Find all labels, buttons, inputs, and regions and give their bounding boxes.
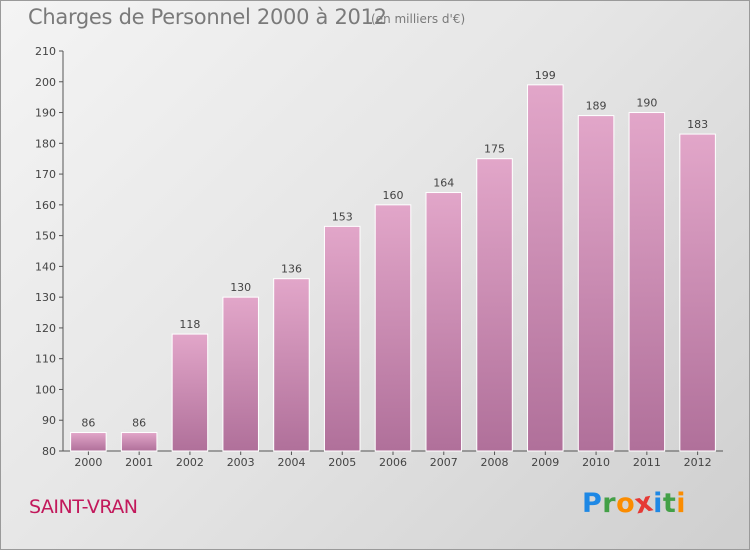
x-axis: 2000 2001 2002 2003 2004 2005 2006 2007 2008 2009… <box>63 450 723 469</box>
x-tick-label-2005: 2005 <box>328 456 356 469</box>
y-tick-label: 190 <box>35 107 56 120</box>
x-tick-label-2006: 2006 <box>379 456 407 469</box>
bar-2008 <box>476 158 513 452</box>
logo-letter: P <box>582 488 603 519</box>
y-tick-label: 170 <box>35 168 56 181</box>
y-tick-label: 80 <box>42 445 56 458</box>
data-label-2010: 189 <box>586 100 607 113</box>
data-label-2006: 160 <box>383 189 404 202</box>
data-label-2005: 153 <box>332 210 353 223</box>
y-tick-label: 110 <box>35 353 56 366</box>
x-tick-label-2009: 2009 <box>531 456 559 469</box>
y-tick-label: 180 <box>35 137 56 150</box>
bar-2004 <box>273 278 310 452</box>
x-tick-label-2010: 2010 <box>582 456 610 469</box>
x-tick-label-2002: 2002 <box>176 456 204 469</box>
y-tick-label: 100 <box>35 383 56 396</box>
bar-2012 <box>679 133 716 452</box>
bar-2000 <box>70 432 107 452</box>
data-label-2003: 130 <box>230 281 251 294</box>
x-tick-label-2003: 2003 <box>227 456 255 469</box>
bar-2009 <box>527 84 564 452</box>
y-tick-label: 140 <box>35 260 56 273</box>
bar-2011 <box>628 112 666 452</box>
data-label-2011: 190 <box>636 97 657 110</box>
proxiti-logo: Proxiti <box>582 486 687 520</box>
logo-letter: o <box>616 488 636 519</box>
logo-letter: t <box>662 488 677 519</box>
bar-2002 <box>171 333 209 452</box>
data-label-2007: 164 <box>433 177 454 190</box>
y-tick-label: 200 <box>35 76 56 89</box>
logo-letter: i <box>676 488 687 519</box>
chart-title: Charges de Personnel 2000 à 2012 <box>28 5 387 29</box>
x-tick-label-2007: 2007 <box>430 456 458 469</box>
bar-2006 <box>374 204 412 452</box>
data-label-2009: 199 <box>535 69 556 82</box>
y-tick-label: 120 <box>35 322 56 335</box>
y-tick-label: 210 <box>35 45 56 58</box>
bar-2010 <box>577 115 615 452</box>
y-tick-label: 90 <box>42 414 56 427</box>
data-label-2008: 175 <box>484 143 505 156</box>
data-label-2002: 118 <box>179 318 200 331</box>
x-tick-label-2000: 2000 <box>74 456 102 469</box>
bar-2001 <box>120 432 158 452</box>
logo-letter: i <box>653 488 663 519</box>
bar-2007 <box>425 192 463 452</box>
data-label-2004: 136 <box>281 263 302 276</box>
y-tick-label: 160 <box>35 199 56 212</box>
logo-letter: r <box>602 488 617 519</box>
data-label-2000: 86 <box>81 417 95 430</box>
chart-subtitle: (en milliers d'€) <box>371 12 466 26</box>
bar-2005 <box>323 225 361 452</box>
y-tick-label: 130 <box>35 291 56 304</box>
data-label-2012: 183 <box>687 118 708 131</box>
x-tick-label-2008: 2008 <box>481 456 509 469</box>
x-tick-label-2011: 2011 <box>633 456 661 469</box>
data-label-2001: 86 <box>132 417 146 430</box>
x-tick-label-2004: 2004 <box>277 456 305 469</box>
bars-group: 86 86 118 130 136 153 160 164 175 199 189 190 183 <box>70 69 716 452</box>
commune-name: SAINT-VRAN <box>29 496 138 518</box>
bar-2003 <box>222 296 259 452</box>
x-tick-label-2001: 2001 <box>125 456 153 469</box>
x-tick-label-2012: 2012 <box>684 456 712 469</box>
y-axis: 80 90 100 110 120 130 140 150 160 170 180 190 200 210 <box>35 45 64 458</box>
y-tick-label: 150 <box>35 230 56 243</box>
